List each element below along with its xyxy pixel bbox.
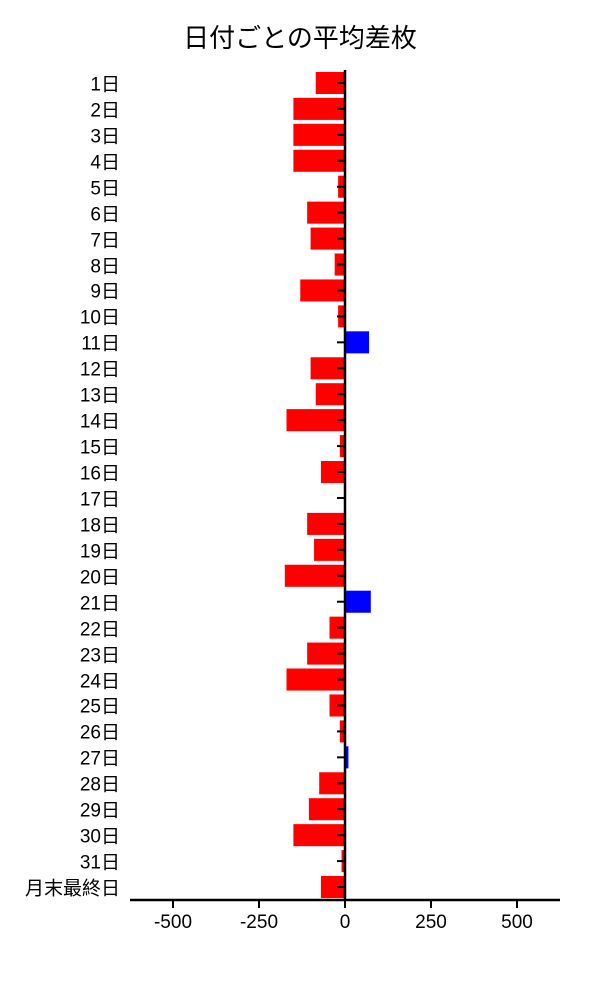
y-tick-label: 月末最終日: [0, 874, 120, 901]
y-tick-label: 31日: [0, 848, 120, 875]
plot-area: 1日2日3日4日5日6日7日8日9日10日11日12日13日14日15日16日1…: [130, 70, 560, 940]
x-tick-label: 250: [415, 912, 447, 934]
y-tick-label: 12日: [0, 355, 120, 382]
y-tick-label: 29日: [0, 796, 120, 823]
y-tick-label: 17日: [0, 484, 120, 511]
y-tick-label: 22日: [0, 614, 120, 641]
y-tick-label: 3日: [0, 121, 120, 148]
y-tick-label: 4日: [0, 147, 120, 174]
y-tick-label: 23日: [0, 640, 120, 667]
y-tick-label: 19日: [0, 536, 120, 563]
y-tick-label: 2日: [0, 95, 120, 122]
y-tick-label: 5日: [0, 173, 120, 200]
y-tick-label: 24日: [0, 666, 120, 693]
y-tick-label: 6日: [0, 199, 120, 226]
bar: [287, 409, 345, 431]
y-tick-label: 28日: [0, 770, 120, 797]
y-tick-label: 1日: [0, 69, 120, 96]
chart-container: 日付ごとの平均差枚 1日2日3日4日5日6日7日8日9日10日11日12日13日…: [0, 0, 600, 1000]
chart-title: 日付ごとの平均差枚: [0, 0, 600, 63]
bar: [345, 331, 369, 353]
y-tick-label: 15日: [0, 433, 120, 460]
y-tick-label: 13日: [0, 381, 120, 408]
y-tick-label: 27日: [0, 744, 120, 771]
x-tick-label: 0: [340, 912, 351, 934]
y-tick-label: 25日: [0, 692, 120, 719]
chart-svg: [130, 70, 560, 940]
y-tick-label: 26日: [0, 718, 120, 745]
y-tick-label: 14日: [0, 407, 120, 434]
x-tick-label: -250: [240, 912, 278, 934]
x-tick-label: 500: [501, 912, 533, 934]
bar: [287, 669, 345, 691]
y-tick-label: 30日: [0, 822, 120, 849]
y-tick-label: 8日: [0, 251, 120, 278]
y-tick-label: 20日: [0, 562, 120, 589]
bar: [345, 591, 371, 613]
y-tick-label: 10日: [0, 303, 120, 330]
x-tick-label: -500: [154, 912, 192, 934]
y-tick-label: 18日: [0, 510, 120, 537]
bar: [285, 565, 345, 587]
y-tick-label: 11日: [0, 329, 120, 356]
y-tick-label: 9日: [0, 277, 120, 304]
y-tick-label: 7日: [0, 225, 120, 252]
y-tick-label: 21日: [0, 588, 120, 615]
y-tick-label: 16日: [0, 459, 120, 486]
